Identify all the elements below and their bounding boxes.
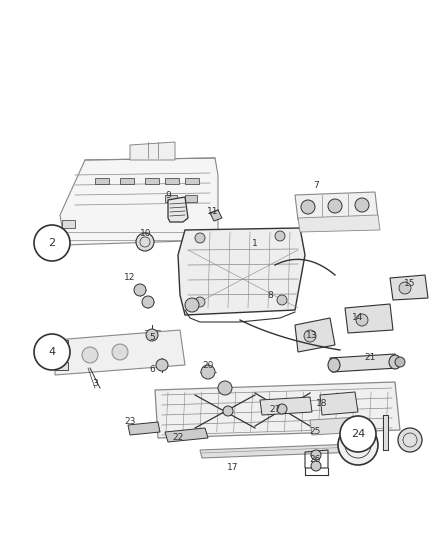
Text: 15: 15 (404, 279, 416, 287)
Text: 24: 24 (351, 429, 365, 439)
Polygon shape (128, 422, 160, 435)
Circle shape (340, 416, 376, 452)
Circle shape (156, 359, 168, 371)
Polygon shape (260, 397, 312, 415)
Text: 11: 11 (207, 207, 219, 216)
Text: 5: 5 (149, 333, 155, 342)
Polygon shape (330, 354, 398, 372)
Text: 18: 18 (316, 400, 328, 408)
Polygon shape (200, 444, 358, 458)
Circle shape (355, 198, 369, 212)
Circle shape (134, 284, 146, 296)
Text: 10: 10 (140, 229, 152, 238)
Text: 1: 1 (252, 239, 258, 248)
Circle shape (218, 381, 232, 395)
Circle shape (142, 296, 154, 308)
Circle shape (112, 344, 128, 360)
Polygon shape (120, 178, 134, 184)
Polygon shape (60, 158, 218, 245)
Polygon shape (55, 340, 68, 348)
Text: 9: 9 (165, 190, 171, 199)
Ellipse shape (389, 355, 401, 369)
Polygon shape (298, 215, 380, 232)
Text: 2: 2 (49, 238, 56, 248)
Text: 27: 27 (269, 406, 281, 415)
Circle shape (398, 428, 422, 452)
Polygon shape (295, 318, 335, 352)
Text: 3: 3 (92, 378, 98, 387)
Polygon shape (185, 178, 199, 184)
Text: 23: 23 (124, 417, 136, 426)
Polygon shape (185, 195, 197, 202)
Text: 13: 13 (306, 330, 318, 340)
Polygon shape (165, 178, 179, 184)
Text: 26: 26 (309, 456, 321, 464)
Circle shape (311, 450, 321, 460)
Text: 8: 8 (267, 290, 273, 300)
Polygon shape (383, 415, 388, 450)
Ellipse shape (395, 357, 405, 367)
Circle shape (277, 404, 287, 414)
Circle shape (201, 365, 215, 379)
Text: 14: 14 (352, 313, 364, 322)
Polygon shape (390, 275, 428, 300)
Polygon shape (210, 210, 222, 221)
Circle shape (34, 334, 70, 370)
Circle shape (304, 330, 316, 342)
Polygon shape (62, 220, 75, 228)
Circle shape (301, 200, 315, 214)
Circle shape (356, 314, 368, 326)
Circle shape (328, 199, 342, 213)
Polygon shape (310, 417, 362, 435)
Circle shape (146, 329, 158, 341)
Circle shape (185, 298, 199, 312)
Polygon shape (295, 192, 378, 220)
Circle shape (223, 406, 233, 416)
Polygon shape (165, 428, 208, 442)
Polygon shape (55, 330, 185, 375)
Circle shape (311, 461, 321, 471)
Polygon shape (178, 228, 305, 315)
Text: 20: 20 (202, 360, 214, 369)
Text: 17: 17 (227, 463, 239, 472)
Text: 4: 4 (49, 347, 56, 357)
Polygon shape (168, 197, 188, 222)
Text: 7: 7 (313, 181, 319, 190)
Polygon shape (145, 178, 159, 184)
Polygon shape (95, 178, 109, 184)
Circle shape (399, 282, 411, 294)
Circle shape (275, 231, 285, 241)
Circle shape (277, 295, 287, 305)
Polygon shape (55, 362, 68, 370)
Polygon shape (155, 382, 400, 438)
Polygon shape (130, 142, 175, 160)
Circle shape (82, 347, 98, 363)
Polygon shape (320, 392, 358, 415)
Ellipse shape (328, 358, 340, 372)
Circle shape (195, 233, 205, 243)
Circle shape (338, 425, 378, 465)
Circle shape (195, 297, 205, 307)
Text: 25: 25 (309, 427, 321, 437)
Text: 12: 12 (124, 272, 136, 281)
Circle shape (34, 225, 70, 261)
Text: 6: 6 (149, 366, 155, 375)
Text: 21: 21 (364, 353, 376, 362)
Polygon shape (345, 304, 393, 333)
Polygon shape (165, 195, 177, 202)
Circle shape (136, 233, 154, 251)
Text: 22: 22 (173, 432, 184, 441)
